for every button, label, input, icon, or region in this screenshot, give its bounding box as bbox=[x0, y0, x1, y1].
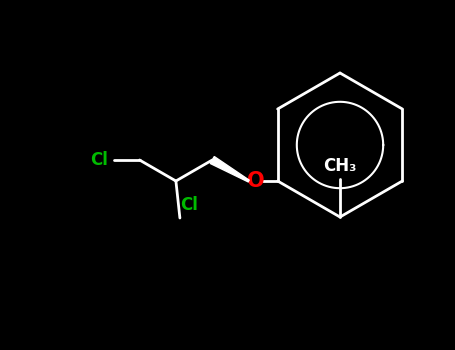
Text: O: O bbox=[247, 171, 264, 191]
Polygon shape bbox=[210, 156, 249, 182]
Text: CH₃: CH₃ bbox=[324, 157, 357, 175]
Text: Cl: Cl bbox=[180, 196, 198, 214]
Text: Cl: Cl bbox=[90, 151, 107, 169]
